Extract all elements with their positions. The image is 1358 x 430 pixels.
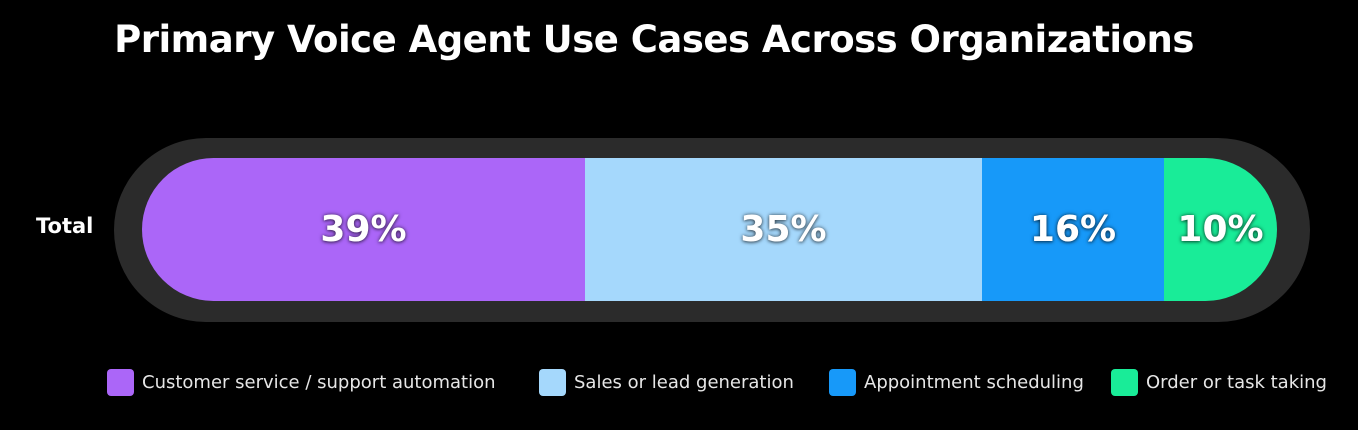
bar-segment-sales: 35% [585, 158, 982, 301]
legend-swatch-sales [539, 368, 566, 396]
legend-label-order: Order or task taking [1146, 371, 1327, 393]
data-label-appointment: 16% [1029, 209, 1117, 250]
legend-item-sales: Sales or lead generation [539, 368, 794, 396]
legend-label-appointment: Appointment scheduling [864, 371, 1084, 393]
legend-item-order: Order or task taking [1111, 368, 1327, 396]
data-label-order: 10% [1177, 209, 1264, 250]
bar-segment-appointment: 16% [982, 158, 1164, 301]
legend-swatch-customer-service [107, 368, 134, 396]
stacked-bar: 39% 35% 16% 10% [142, 158, 1277, 301]
bar-segment-order: 10% [1164, 158, 1277, 301]
legend-swatch-appointment [829, 368, 856, 396]
legend-label-customer-service: Customer service / support automation [142, 371, 496, 393]
legend-item-appointment: Appointment scheduling [829, 368, 1084, 396]
legend-item-customer-service: Customer service / support automation [107, 368, 496, 396]
category-label-total: Total [36, 214, 94, 238]
data-label-sales: 35% [740, 209, 827, 250]
chart-title: Primary Voice Agent Use Cases Across Org… [114, 18, 1194, 61]
legend-label-sales: Sales or lead generation [574, 371, 794, 393]
data-label-customer-service: 39% [320, 209, 407, 250]
legend-swatch-order [1111, 368, 1138, 396]
bar-segment-customer-service: 39% [142, 158, 585, 301]
